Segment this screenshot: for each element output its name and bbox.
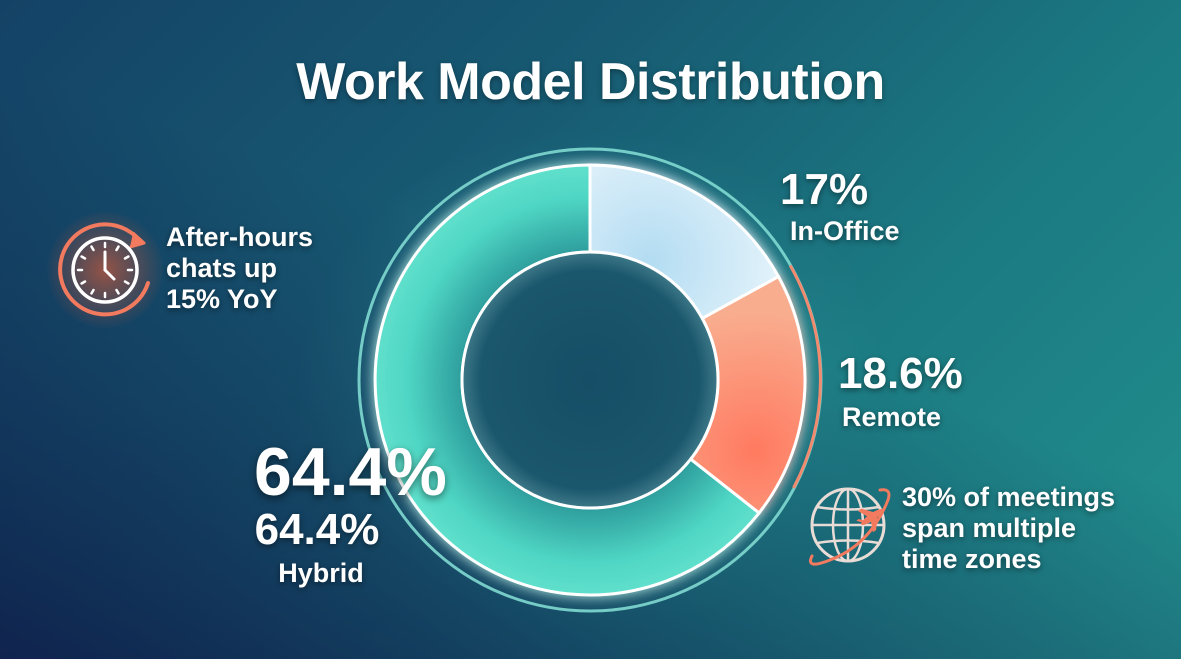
remote-label: 18.6% Remote — [838, 352, 963, 431]
in-office-value: 17% — [780, 165, 869, 214]
remote-name: Remote — [842, 402, 942, 432]
hybrid-big-value: 64.4% — [254, 434, 447, 510]
clock-icon — [47, 212, 163, 328]
globe-airplane-icon — [809, 487, 891, 566]
in-office-label: 17% In-Office — [780, 168, 900, 245]
callout-time-zones-text: 30% of meetings span multiple time zones — [902, 482, 1116, 575]
callout-after-hours: After-hours chats up 15% YoY — [166, 222, 313, 315]
hybrid-label: 64.4% Hybrid — [232, 508, 402, 587]
remote-value: 18.6% — [838, 349, 963, 398]
in-office-name: In-Office — [790, 216, 900, 246]
chart-title: Work Model Distribution — [296, 53, 885, 111]
hybrid-name: Hybrid — [278, 558, 364, 588]
callout-after-hours-text: After-hours chats up 15% YoY — [166, 222, 313, 315]
callout-time-zones: 30% of meetings span multiple time zones — [902, 482, 1115, 575]
hybrid-value: 64.4% — [254, 505, 380, 554]
donut-hole — [460, 250, 720, 510]
outer-ring-accent — [788, 264, 822, 489]
